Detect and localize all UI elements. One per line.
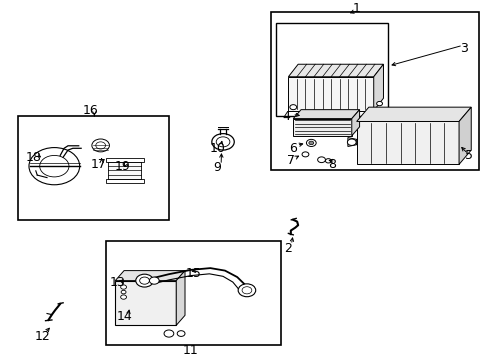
Circle shape (163, 330, 173, 337)
Bar (271, 12, 478, 170)
Circle shape (211, 134, 234, 150)
Circle shape (216, 137, 229, 147)
Bar (105, 179, 143, 183)
Bar (105, 241, 281, 345)
Bar (105, 158, 143, 162)
Polygon shape (347, 138, 356, 147)
Bar (115, 281, 176, 325)
Circle shape (136, 274, 153, 287)
Circle shape (242, 287, 251, 294)
Text: 14: 14 (117, 310, 133, 323)
Circle shape (121, 295, 126, 299)
Circle shape (238, 284, 255, 297)
Circle shape (302, 152, 308, 157)
Text: 2: 2 (284, 242, 292, 255)
Text: 3: 3 (459, 42, 467, 55)
Text: 12: 12 (34, 329, 50, 343)
Circle shape (121, 290, 126, 294)
Polygon shape (458, 107, 470, 165)
Text: 8: 8 (327, 158, 336, 171)
Circle shape (346, 139, 355, 145)
Polygon shape (373, 64, 383, 111)
Circle shape (289, 105, 296, 110)
Text: 10: 10 (209, 142, 225, 155)
Text: 6: 6 (289, 142, 297, 155)
Text: 18: 18 (26, 151, 41, 164)
Text: 16: 16 (83, 104, 99, 117)
Circle shape (121, 285, 126, 289)
Bar (356, 121, 458, 165)
Text: 5: 5 (464, 149, 472, 162)
Circle shape (177, 331, 184, 336)
Bar (108, 160, 141, 181)
Circle shape (308, 141, 313, 145)
Circle shape (376, 102, 382, 106)
Circle shape (40, 156, 69, 177)
Polygon shape (176, 271, 184, 325)
Text: 15: 15 (185, 267, 201, 280)
Text: 11: 11 (183, 344, 198, 357)
Circle shape (140, 277, 149, 284)
Circle shape (96, 142, 105, 149)
Polygon shape (115, 271, 184, 281)
Circle shape (317, 157, 325, 163)
Bar (18, 116, 168, 220)
Circle shape (325, 159, 330, 163)
Text: 19: 19 (115, 160, 130, 173)
Polygon shape (356, 107, 470, 121)
Polygon shape (293, 110, 359, 118)
Polygon shape (351, 110, 359, 136)
Bar (293, 118, 351, 136)
Circle shape (29, 148, 80, 185)
Circle shape (306, 139, 316, 147)
Text: 7: 7 (286, 154, 294, 167)
Text: 4: 4 (282, 109, 289, 123)
Text: 13: 13 (110, 276, 125, 289)
Text: 1: 1 (352, 2, 360, 15)
Circle shape (149, 277, 159, 284)
Text: 17: 17 (90, 158, 106, 171)
Bar (276, 23, 387, 116)
Text: 9: 9 (213, 162, 221, 175)
Circle shape (92, 139, 109, 152)
Polygon shape (288, 64, 383, 77)
Bar (288, 77, 373, 111)
